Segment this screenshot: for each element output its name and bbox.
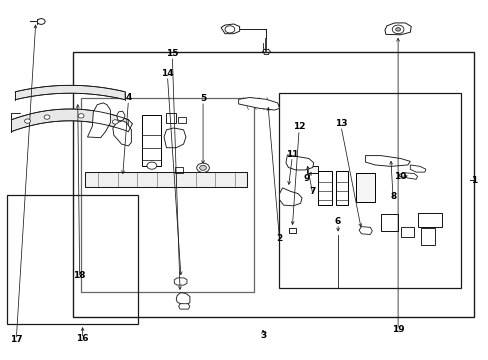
Bar	[6, 195, 138, 324]
Bar	[417, 213, 441, 226]
Bar	[85, 172, 246, 187]
Text: 13: 13	[334, 119, 346, 128]
Polygon shape	[163, 128, 185, 148]
Circle shape	[395, 28, 400, 31]
Polygon shape	[174, 278, 186, 285]
Text: 15: 15	[166, 49, 178, 58]
Circle shape	[199, 165, 206, 170]
Bar	[177, 117, 186, 123]
Polygon shape	[238, 98, 279, 110]
Polygon shape	[409, 165, 425, 172]
Polygon shape	[117, 111, 125, 121]
Text: 7: 7	[309, 187, 315, 196]
Text: 5: 5	[200, 94, 206, 103]
Polygon shape	[113, 121, 131, 146]
Circle shape	[391, 25, 403, 34]
Circle shape	[224, 26, 234, 33]
Text: 1: 1	[470, 176, 477, 185]
Bar	[278, 93, 461, 288]
Polygon shape	[384, 23, 410, 35]
Polygon shape	[87, 103, 110, 138]
Polygon shape	[358, 226, 371, 234]
Bar	[420, 228, 434, 244]
Text: 19: 19	[391, 325, 404, 334]
Text: 17: 17	[10, 335, 22, 344]
Bar	[355, 173, 374, 202]
Bar	[81, 98, 254, 292]
Polygon shape	[15, 85, 125, 100]
Text: 10: 10	[393, 172, 406, 181]
Bar	[335, 171, 347, 205]
Circle shape	[147, 162, 157, 169]
Bar	[400, 227, 413, 237]
Text: 18: 18	[73, 270, 86, 279]
Bar	[142, 116, 160, 166]
Polygon shape	[11, 109, 128, 132]
Polygon shape	[176, 293, 189, 305]
Bar	[175, 167, 183, 173]
Polygon shape	[279, 188, 302, 206]
Text: 4: 4	[125, 93, 131, 102]
Text: 14: 14	[161, 69, 173, 78]
Bar	[289, 228, 296, 233]
Circle shape	[24, 119, 30, 123]
Text: 6: 6	[334, 217, 341, 226]
Polygon shape	[178, 304, 189, 309]
Text: 16: 16	[76, 334, 89, 343]
Text: 9: 9	[303, 174, 309, 183]
Text: 12: 12	[292, 122, 305, 131]
Bar	[380, 214, 397, 231]
Bar	[165, 113, 176, 123]
Polygon shape	[399, 173, 417, 179]
Circle shape	[78, 114, 84, 118]
Text: 3: 3	[260, 332, 265, 341]
Polygon shape	[365, 156, 409, 166]
Polygon shape	[221, 24, 239, 34]
Text: 8: 8	[389, 192, 396, 201]
Circle shape	[196, 163, 209, 172]
Polygon shape	[285, 155, 313, 170]
Circle shape	[112, 120, 118, 124]
Bar	[306, 166, 317, 173]
Text: 2: 2	[276, 234, 282, 243]
Bar	[73, 51, 473, 317]
Circle shape	[37, 19, 45, 24]
Bar	[317, 171, 331, 205]
Circle shape	[44, 115, 50, 119]
Text: 11: 11	[285, 150, 298, 159]
